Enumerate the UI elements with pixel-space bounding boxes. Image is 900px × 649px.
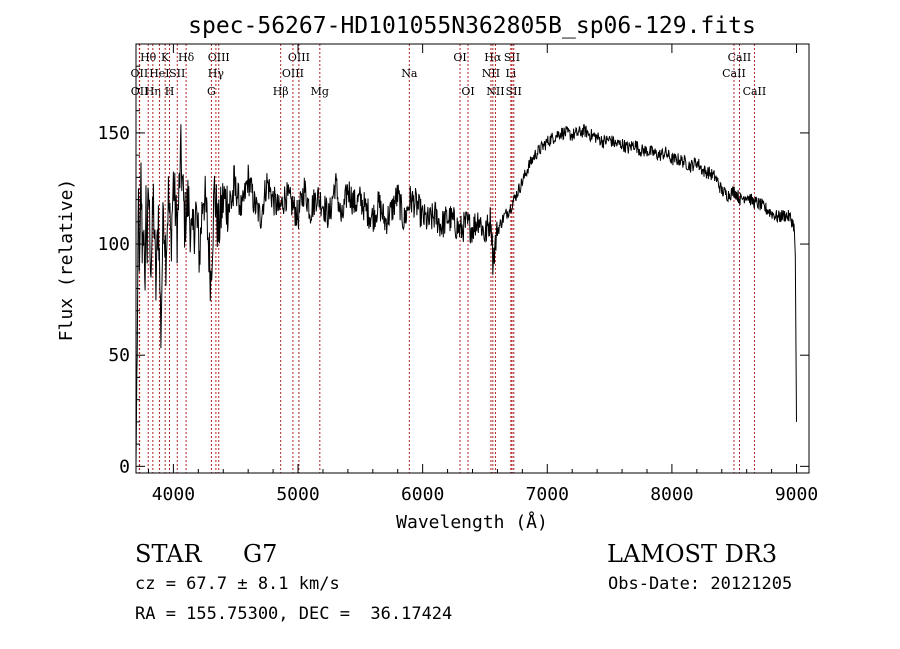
chart-title: spec-56267-HD101055N362805B_sp06-129.fit… [188,13,756,39]
marker-label: Li [505,67,516,80]
marker-label: Hθ [140,51,157,64]
object-subclass: G7 [243,540,278,568]
x-tick-label: 4000 [152,484,195,505]
marker-label: NII [486,85,504,98]
marker-label: K [161,51,170,64]
x-axis-label: Wavelength (Å) [396,511,548,533]
marker-label: Hα [484,51,502,64]
marker-label: SII [504,51,520,64]
y-tick-label: 50 [108,345,130,366]
marker-label: OI [461,85,474,98]
marker-label: SII [506,85,522,98]
marker-label: OIII [208,51,230,64]
object-class: STAR [135,540,202,568]
observation-date: Obs-Date: 20121205 [608,574,793,594]
x-tick-label: 9000 [775,484,818,505]
marker-label: SII [169,67,185,80]
plot-area: Hθ Hη HeI K H SII Hδ OIII Hγ G Hβ OIII OIII Mg Na OI OI H… [131,43,810,474]
marker-label: Hβ [273,85,289,98]
marker-label: OII [131,85,149,98]
marker-label: CaII [728,51,752,64]
marker-label: G [207,85,216,98]
marker-label: NII [482,67,500,80]
marker-label: CaII [743,85,767,98]
y-tick-label: 150 [97,123,130,144]
x-tick-label: 8000 [650,484,693,505]
y-axis-label: Flux (relative) [56,179,77,342]
spectrum-line [135,124,797,467]
marker-label: Hδ [178,51,195,64]
y-tick-label: 100 [97,234,130,255]
marker-label: H [165,85,175,98]
marker-label: HeI [149,67,169,80]
marker-label: OIII [282,67,304,80]
y-tick-label: 0 [119,456,130,477]
marker-label: Mg [311,85,329,98]
marker-label: Hη [145,85,161,98]
survey-name: LAMOST DR3 [607,540,778,568]
axis-frame [135,43,810,474]
marker-label: Na [401,67,418,80]
x-tick-label: 7000 [526,484,569,505]
x-tick-label: 5000 [276,484,319,505]
redshift-readout: cz = 67.7 ± 8.1 km/s [135,574,340,594]
coordinates-readout: RA = 155.75300, DEC = 36.17424 [135,604,453,624]
spectral-line-markers: Hθ Hη HeI K H SII Hδ OIII Hγ G Hβ OIII OIII Mg Na OI OI H… [131,44,767,473]
marker-label: OI [453,51,466,64]
x-tick-label: 6000 [401,484,444,505]
marker-label: CaII [722,67,746,80]
axis-ticks: 4000 5000 6000 7000 8000 9000 0 50 100 150 [97,44,818,505]
marker-label: OIII [288,51,310,64]
marker-label: Hγ [208,67,225,80]
